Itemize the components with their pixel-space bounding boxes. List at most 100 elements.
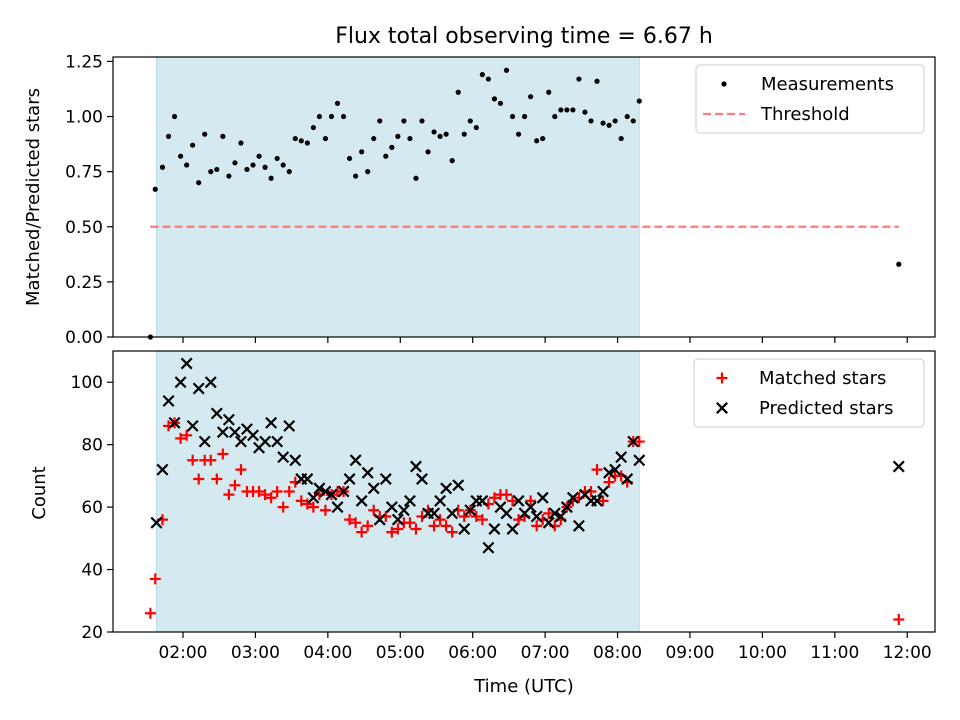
predicted-point — [542, 516, 555, 529]
predicted-point — [307, 491, 320, 504]
matched-point — [428, 520, 440, 532]
matched-point — [350, 517, 362, 529]
predicted-point — [210, 407, 223, 420]
predicted-point — [548, 507, 561, 520]
measurement-point — [346, 155, 353, 162]
measurement-point — [630, 118, 636, 124]
predicted-point — [204, 376, 217, 389]
bottom-y-tick-label: 40 — [81, 561, 103, 581]
matched-point — [181, 429, 193, 441]
measurement-point — [322, 135, 329, 142]
legend-label: Predicted stars — [759, 398, 893, 419]
measurement-point — [515, 131, 522, 137]
matched-point — [175, 432, 187, 444]
legend-box — [695, 64, 925, 134]
top-chart-title: Flux total observing time = 6.67 h — [335, 24, 713, 49]
matched-point — [253, 486, 265, 497]
measurement-point — [280, 162, 286, 168]
matched-point — [392, 523, 404, 535]
matched-point — [603, 476, 615, 488]
matched-point — [633, 436, 645, 448]
matched-point — [149, 573, 161, 585]
bottom-y-tick-label: 100 — [71, 373, 103, 393]
measurement-point — [564, 107, 570, 113]
measurement-point — [491, 96, 498, 102]
predicted-point — [482, 541, 495, 554]
measurement-point — [558, 107, 564, 113]
top-y-tick-label: 1.25 — [65, 52, 103, 72]
measurement-point — [461, 131, 467, 137]
x-tick-label: 05:00 — [376, 643, 425, 663]
measurement-point — [238, 140, 244, 146]
predicted-point — [566, 491, 579, 504]
predicted-point — [228, 426, 241, 439]
matched-point — [386, 526, 398, 538]
measurement-point — [467, 118, 473, 124]
measurement-point — [286, 169, 292, 175]
predicted-point — [343, 473, 356, 485]
matched-point — [187, 454, 199, 466]
top-y-tick-label: 1.00 — [65, 108, 103, 128]
matched-point — [404, 517, 416, 529]
matched-point — [259, 489, 271, 501]
top-panel: 0.00 0.25 0.50 0.75 1.00 1.25 Measurements Thre… — [65, 52, 936, 348]
matched-point — [229, 479, 241, 491]
top-y-tick-label: 0.50 — [65, 218, 103, 238]
x-tick-label: 10:00 — [738, 643, 787, 663]
measurement-point — [624, 113, 630, 120]
predicted-point — [198, 435, 211, 448]
measurement-point — [546, 89, 552, 95]
matched-point — [458, 510, 470, 522]
legend-label: Matched stars — [759, 368, 886, 389]
predicted-point — [627, 435, 640, 448]
matched-point — [193, 473, 205, 485]
matched-point — [307, 501, 319, 513]
predicted-point — [560, 501, 573, 514]
matched-point — [525, 495, 537, 507]
measurement-point — [455, 89, 461, 95]
measurement-point — [316, 113, 323, 120]
matched-point — [368, 504, 380, 516]
matched-point — [283, 486, 295, 497]
measurement-point — [636, 98, 642, 104]
predicted-point — [428, 507, 441, 520]
matched-point — [434, 514, 446, 526]
legend-box — [693, 358, 925, 428]
bottom-series-matched-stars — [144, 417, 905, 626]
predicted-point — [591, 494, 604, 507]
predicted-point — [373, 513, 386, 526]
measurement-point — [334, 100, 341, 106]
top-y-axis-label: Matched/Predicted stars — [23, 88, 44, 306]
top-y-tick-label: 0.25 — [65, 273, 103, 293]
measurement-point — [479, 72, 485, 78]
measurement-point — [594, 78, 600, 84]
predicted-point — [892, 460, 905, 473]
measurement-point — [612, 118, 618, 124]
measurement-point — [310, 124, 316, 131]
top-observing-span — [155, 56, 640, 338]
matched-point — [265, 492, 277, 504]
matched-point — [362, 520, 374, 532]
predicted-point — [488, 522, 501, 535]
predicted-point — [355, 494, 368, 507]
matched-point — [344, 514, 356, 526]
predicted-point — [265, 416, 278, 429]
predicted-point — [440, 482, 453, 495]
matched-point — [446, 526, 458, 538]
measurement-point — [268, 175, 274, 181]
measurement-point — [340, 113, 347, 120]
predicted-point — [597, 485, 610, 498]
x-tick-label: 11:00 — [810, 643, 859, 663]
predicted-point — [156, 463, 169, 476]
predicted-point — [458, 522, 471, 535]
matched-point — [513, 514, 525, 526]
measurement-point — [522, 113, 528, 120]
predicted-point — [464, 504, 477, 517]
predicted-point — [397, 504, 410, 517]
predicted-point — [403, 494, 416, 507]
matched-point — [356, 526, 368, 538]
matched-point — [205, 454, 217, 466]
measurement-point — [244, 166, 250, 173]
measurement-point — [383, 153, 389, 159]
